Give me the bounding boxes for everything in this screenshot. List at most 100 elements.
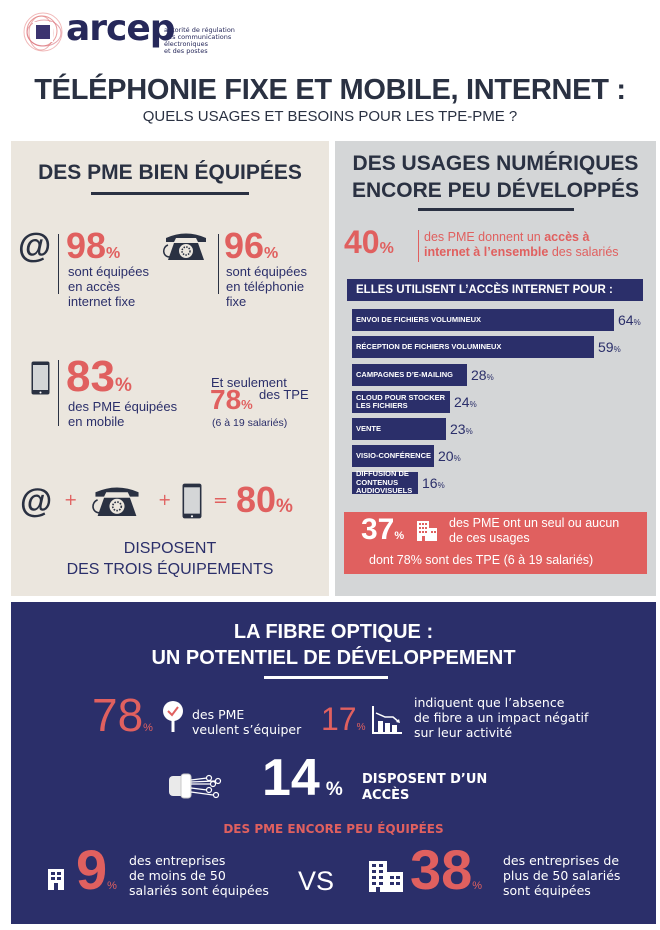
large-building-icon — [368, 860, 404, 896]
bar-value-number: 28 — [471, 367, 487, 383]
tagline-line: autorité de régulation — [164, 26, 235, 34]
want-stat: 78% — [92, 692, 153, 738]
want-desc: des PME veulent s’équiper — [192, 707, 301, 737]
tpe-suffix: des TPE — [259, 387, 309, 402]
desc-line: plus de 50 salariés — [503, 868, 621, 883]
small-firms-stat: 9% — [76, 842, 117, 898]
percent-sign: % — [356, 722, 366, 733]
percent-sign: % — [114, 375, 132, 396]
divider — [218, 234, 219, 294]
usage-bar-label: ENVOI DE FICHIERS VOLUMINEUX — [356, 314, 482, 324]
mobile-value: 83 — [66, 352, 115, 401]
percent-sign: % — [106, 245, 121, 262]
usage-bar: DIFFUSION DE CONTENUS AUDIOVISUELS — [352, 470, 418, 495]
usage-bar-value: 59% — [598, 339, 621, 355]
desc-bold: internet à l’ensemble — [424, 245, 549, 259]
usage-bar: CLOUD POUR STOCKER LES FICHIERS — [352, 391, 450, 413]
usage-bar-value: 16% — [422, 475, 445, 491]
usage-bar-label: VENTE — [356, 423, 382, 433]
percent-sign: % — [264, 245, 279, 262]
usage-bar-label: RÉCEPTION DE FICHIERS VOLUMINEUX — [356, 341, 502, 351]
desc-line: fixe — [226, 294, 247, 309]
desc-line: salariés sont équipées — [129, 883, 269, 898]
tagline-line: et des postes — [164, 47, 208, 55]
desc-line: sont équipées — [226, 264, 307, 279]
logo-tagline: autorité de régulation des communication… — [164, 27, 274, 55]
desc-line: des PME ont un seul ou aucun — [449, 516, 620, 530]
mobile-stat: 83% — [66, 355, 132, 399]
percent-sign: % — [613, 345, 621, 354]
percent-sign: % — [325, 779, 343, 800]
bar-value-number: 59 — [598, 339, 614, 355]
desc-line: de fibre a un impact négatif — [414, 710, 589, 725]
title-line: UN POTENTIEL DE DÉVELOPPEMENT — [151, 647, 516, 669]
desc-line: de moins de 50 — [129, 868, 226, 883]
desc-text: des salariés — [548, 245, 619, 259]
impact-stat: 17% — [321, 703, 366, 735]
want-value: 78 — [92, 689, 144, 741]
impact-desc: indiquent que l’absence de fibre a un im… — [414, 695, 588, 740]
desc-line: veulent s’équiper — [192, 722, 302, 737]
usage-bar-label: CLOUD POUR STOCKER LES FICHIERS — [356, 392, 446, 410]
usage-bar: VENTE — [352, 418, 446, 440]
fibre-subhead: DES PME ENCORE PEU ÉQUIPÉES — [223, 822, 444, 836]
at-sign-icon: @ — [18, 227, 52, 265]
percent-sign: % — [633, 318, 641, 327]
internet-desc: sont équipées en accès internet fixe — [68, 264, 149, 309]
desc-line: en mobile — [68, 414, 125, 429]
access-desc: des PME donnent un accès à internet à l’… — [424, 230, 619, 260]
percent-sign: % — [394, 530, 405, 542]
percent-sign: % — [143, 722, 153, 734]
arcep-logo-mark — [22, 12, 64, 52]
access-desc: DISPOSENT D’UN ACCÈS — [362, 772, 487, 804]
access-stat: 14% — [262, 752, 343, 804]
smartphone-icon — [182, 482, 202, 524]
fibre-section — [11, 602, 656, 924]
access-value: 40 — [344, 224, 380, 260]
declining-chart-icon — [371, 705, 403, 739]
combo-stat: 80% — [236, 482, 293, 518]
bar-value-number: 20 — [438, 448, 454, 464]
bar-value-number: 16 — [422, 475, 438, 491]
title-rule — [418, 208, 574, 211]
desc-line: des entreprises — [129, 853, 226, 868]
title-rule — [264, 676, 388, 679]
desc-line: en téléphonie — [226, 279, 305, 294]
title-line: ENCORE PEU DÉVELOPPÉS — [351, 179, 640, 202]
desc-line: internet à l’ensemble des salariés — [424, 245, 619, 260]
large-firms-stat: 38% — [410, 842, 482, 898]
versus-label: VS — [298, 866, 335, 896]
desc-line: des PME — [192, 707, 245, 722]
plus-sign: + — [64, 490, 78, 509]
smartphone-icon — [31, 361, 50, 399]
bar-value-number: 24 — [454, 394, 470, 410]
low-usage-box — [344, 512, 647, 574]
desc-bold: accès à — [544, 230, 590, 244]
small-value: 9 — [76, 838, 108, 901]
divider — [58, 234, 59, 294]
desc-line: sont équipées — [503, 883, 591, 898]
title-line: DES USAGES NUMÉRIQUES — [352, 152, 639, 175]
desc-line: DISPOSENT D’UN — [362, 772, 488, 787]
desc-line: internet fixe — [68, 294, 136, 309]
low-usage-note: dont 78% sont des TPE (6 à 19 salariés) — [369, 553, 594, 567]
usage-panel-title: DES USAGES NUMÉRIQUES ENCORE PEU DÉVELOP… — [335, 150, 656, 204]
fibre-title: LA FIBRE OPTIQUE : UN POTENTIEL DE DÉVEL… — [11, 619, 656, 671]
equipment-panel — [11, 141, 329, 596]
desc-line: indiquent que l’absence — [414, 695, 565, 710]
usage-bar: RÉCEPTION DE FICHIERS VOLUMINEUX — [352, 336, 594, 358]
low-usage-desc: des PME ont un seul ou aucun de ces usag… — [449, 516, 619, 546]
internet-access-stat: 40% — [344, 226, 394, 258]
percent-sign: % — [465, 427, 473, 436]
subtitle: QUELS USAGES ET BESOINS POUR LES TPE-PME… — [142, 108, 518, 125]
equals-sign: = — [213, 490, 229, 511]
tpe-stat: 78% — [210, 386, 253, 414]
tpe-prefix: Et seulement — [211, 375, 287, 390]
building-icon — [416, 520, 438, 546]
desc-line: sur leur activité — [414, 725, 513, 740]
usage-bar-value: 24% — [454, 394, 477, 410]
tagline-line: des communications électroniques — [164, 33, 232, 48]
low-usage-value: 37 — [361, 513, 395, 546]
divider — [58, 360, 59, 426]
desc-line: des PME équipées — [68, 399, 178, 414]
